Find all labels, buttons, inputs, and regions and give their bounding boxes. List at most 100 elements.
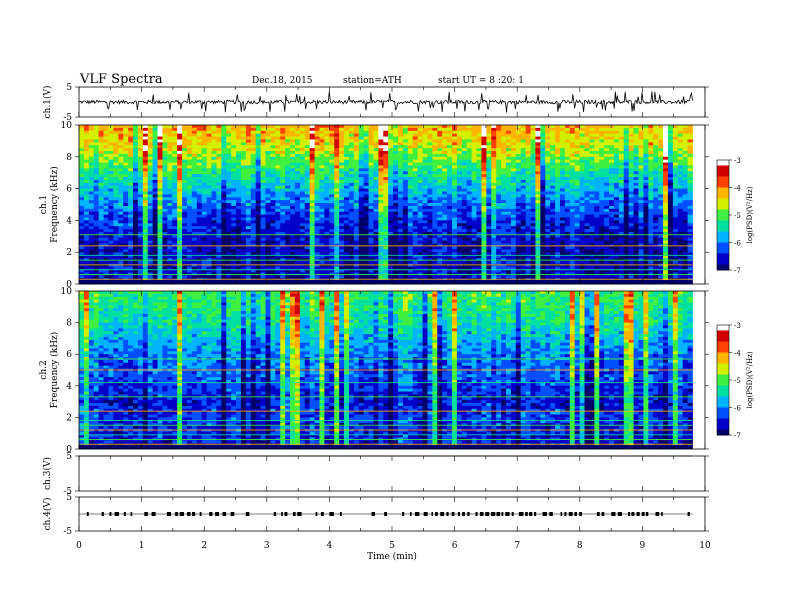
y-axis-label: ch.3(V) <box>42 457 53 490</box>
ch4-pulse <box>687 512 690 516</box>
y-tick-label: 5 <box>66 452 72 462</box>
y-axis-label: ch.1 <box>39 195 49 214</box>
ch4-pulse <box>525 512 528 516</box>
ch4-pulse <box>518 512 524 516</box>
date-label: Dec.18, 2015 <box>252 76 313 86</box>
ch4-pulse <box>549 512 553 516</box>
ch4-pulse <box>440 512 445 516</box>
y-tick-label: 5 <box>66 493 72 503</box>
ch4-pulse <box>281 512 283 516</box>
ch4-pulse <box>446 512 449 516</box>
ch4-pulse <box>166 512 171 516</box>
ch4-pulse <box>199 512 202 516</box>
low-freq-band <box>79 445 693 449</box>
x-axis-label: Time (min) <box>367 551 417 562</box>
ch4-pulse <box>505 512 510 516</box>
spectrogram-ch2 <box>79 291 693 450</box>
colorbar-tick-label: -6 <box>734 405 741 413</box>
start-time-label: start UT = 8 :20: 1 <box>438 76 524 86</box>
low-freq-band <box>79 280 693 284</box>
ch4-pulse <box>402 512 405 516</box>
ch4-pulse <box>384 512 387 516</box>
ch4-pulse <box>86 512 89 516</box>
ch4-pulse <box>655 512 660 516</box>
ch4-pulse <box>175 512 179 516</box>
y-tick-label: 6 <box>66 185 72 195</box>
x-tick-label: 3 <box>264 541 270 551</box>
ch4-pulse <box>130 512 133 516</box>
ch4-pulse <box>534 512 537 516</box>
y-axis-label: ch.1(V) <box>42 86 53 119</box>
ch4-pulse <box>415 512 420 516</box>
colorbar-label: log(PSD)(V²/Hz) <box>746 351 754 408</box>
ch4-pulse <box>645 512 649 516</box>
y-tick-label: -5 <box>63 527 72 537</box>
ch4-pulse <box>560 512 563 516</box>
colorbar-tick-label: -6 <box>734 240 741 248</box>
ch4-pulse <box>151 512 156 516</box>
y-tick-label: 10 <box>61 287 73 297</box>
ch4-pulse <box>209 512 213 516</box>
ch4-pulse <box>542 512 547 516</box>
x-tick-label: 9 <box>640 541 646 551</box>
y-tick-label: 10 <box>61 121 73 131</box>
ch4-pulse <box>564 512 567 516</box>
ch4-pulse <box>490 512 496 516</box>
ch4-pulse <box>631 512 635 516</box>
x-tick-label: 0 <box>76 541 82 551</box>
ch4-pulse <box>636 512 640 516</box>
ch4-pulse <box>245 512 250 516</box>
colorbar-label: log(PSD)(V²/Hz) <box>746 186 754 243</box>
panel-frame <box>78 455 706 492</box>
ch4-pulse <box>273 512 277 516</box>
ch4-pulse <box>501 512 504 516</box>
ch4-pulse <box>641 512 645 516</box>
ch4-pulse <box>114 512 119 516</box>
ch4-pulse <box>293 512 296 516</box>
ch4-pulse <box>297 512 302 516</box>
x-tick-label: 4 <box>327 541 333 551</box>
colorbar-tick-label: -3 <box>734 157 741 165</box>
ch4-pulse <box>144 512 148 516</box>
y-tick-label: 8 <box>66 153 72 163</box>
x-tick-label: 1 <box>139 541 145 551</box>
ch4-pulse <box>574 512 577 516</box>
ch4-pulse <box>568 512 573 516</box>
ch1-trace <box>78 91 693 113</box>
ch4-pulse <box>579 512 582 516</box>
ch4-pulse <box>123 512 126 516</box>
ch4-pulse <box>479 512 484 516</box>
x-tick-label: 2 <box>201 541 207 551</box>
y-axis-label: Frequency (kHz) <box>49 166 60 243</box>
x-tick-label: 5 <box>389 541 395 551</box>
y-tick-label: 2 <box>66 248 72 258</box>
y-tick-label: 0 <box>66 445 72 455</box>
colorbar-tick-label: -3 <box>734 322 741 330</box>
ch4-pulse <box>462 512 465 516</box>
ch4-pulse <box>617 512 622 516</box>
ch4-pulse <box>661 512 663 516</box>
spectrogram-ch1 <box>79 125 693 285</box>
ch4-pulse <box>485 512 490 516</box>
ch4-pulse <box>511 512 514 516</box>
ch4-pulse <box>423 512 428 516</box>
colorbar-tick-label: -7 <box>734 432 741 440</box>
y-tick-label: -5 <box>63 487 72 497</box>
ch4-pulse <box>109 512 112 516</box>
colorbar <box>717 325 729 436</box>
ch4-pulse <box>371 512 375 516</box>
colorbar-tick-label: -5 <box>734 377 741 385</box>
ch4-pulse <box>192 512 196 516</box>
ch4-pulse <box>284 512 288 516</box>
x-tick-label: 10 <box>699 541 711 551</box>
x-tick-label: 6 <box>452 541 458 551</box>
ch4-pulse <box>222 512 227 516</box>
ch4-pulse <box>451 512 455 516</box>
colorbar <box>717 160 729 271</box>
ch4-pulse <box>529 512 533 516</box>
ch4-pulse <box>315 512 318 516</box>
station-label: station=ATH <box>343 76 402 86</box>
ch4-pulse <box>230 512 235 516</box>
colorbar-tick-label: -5 <box>734 212 741 220</box>
